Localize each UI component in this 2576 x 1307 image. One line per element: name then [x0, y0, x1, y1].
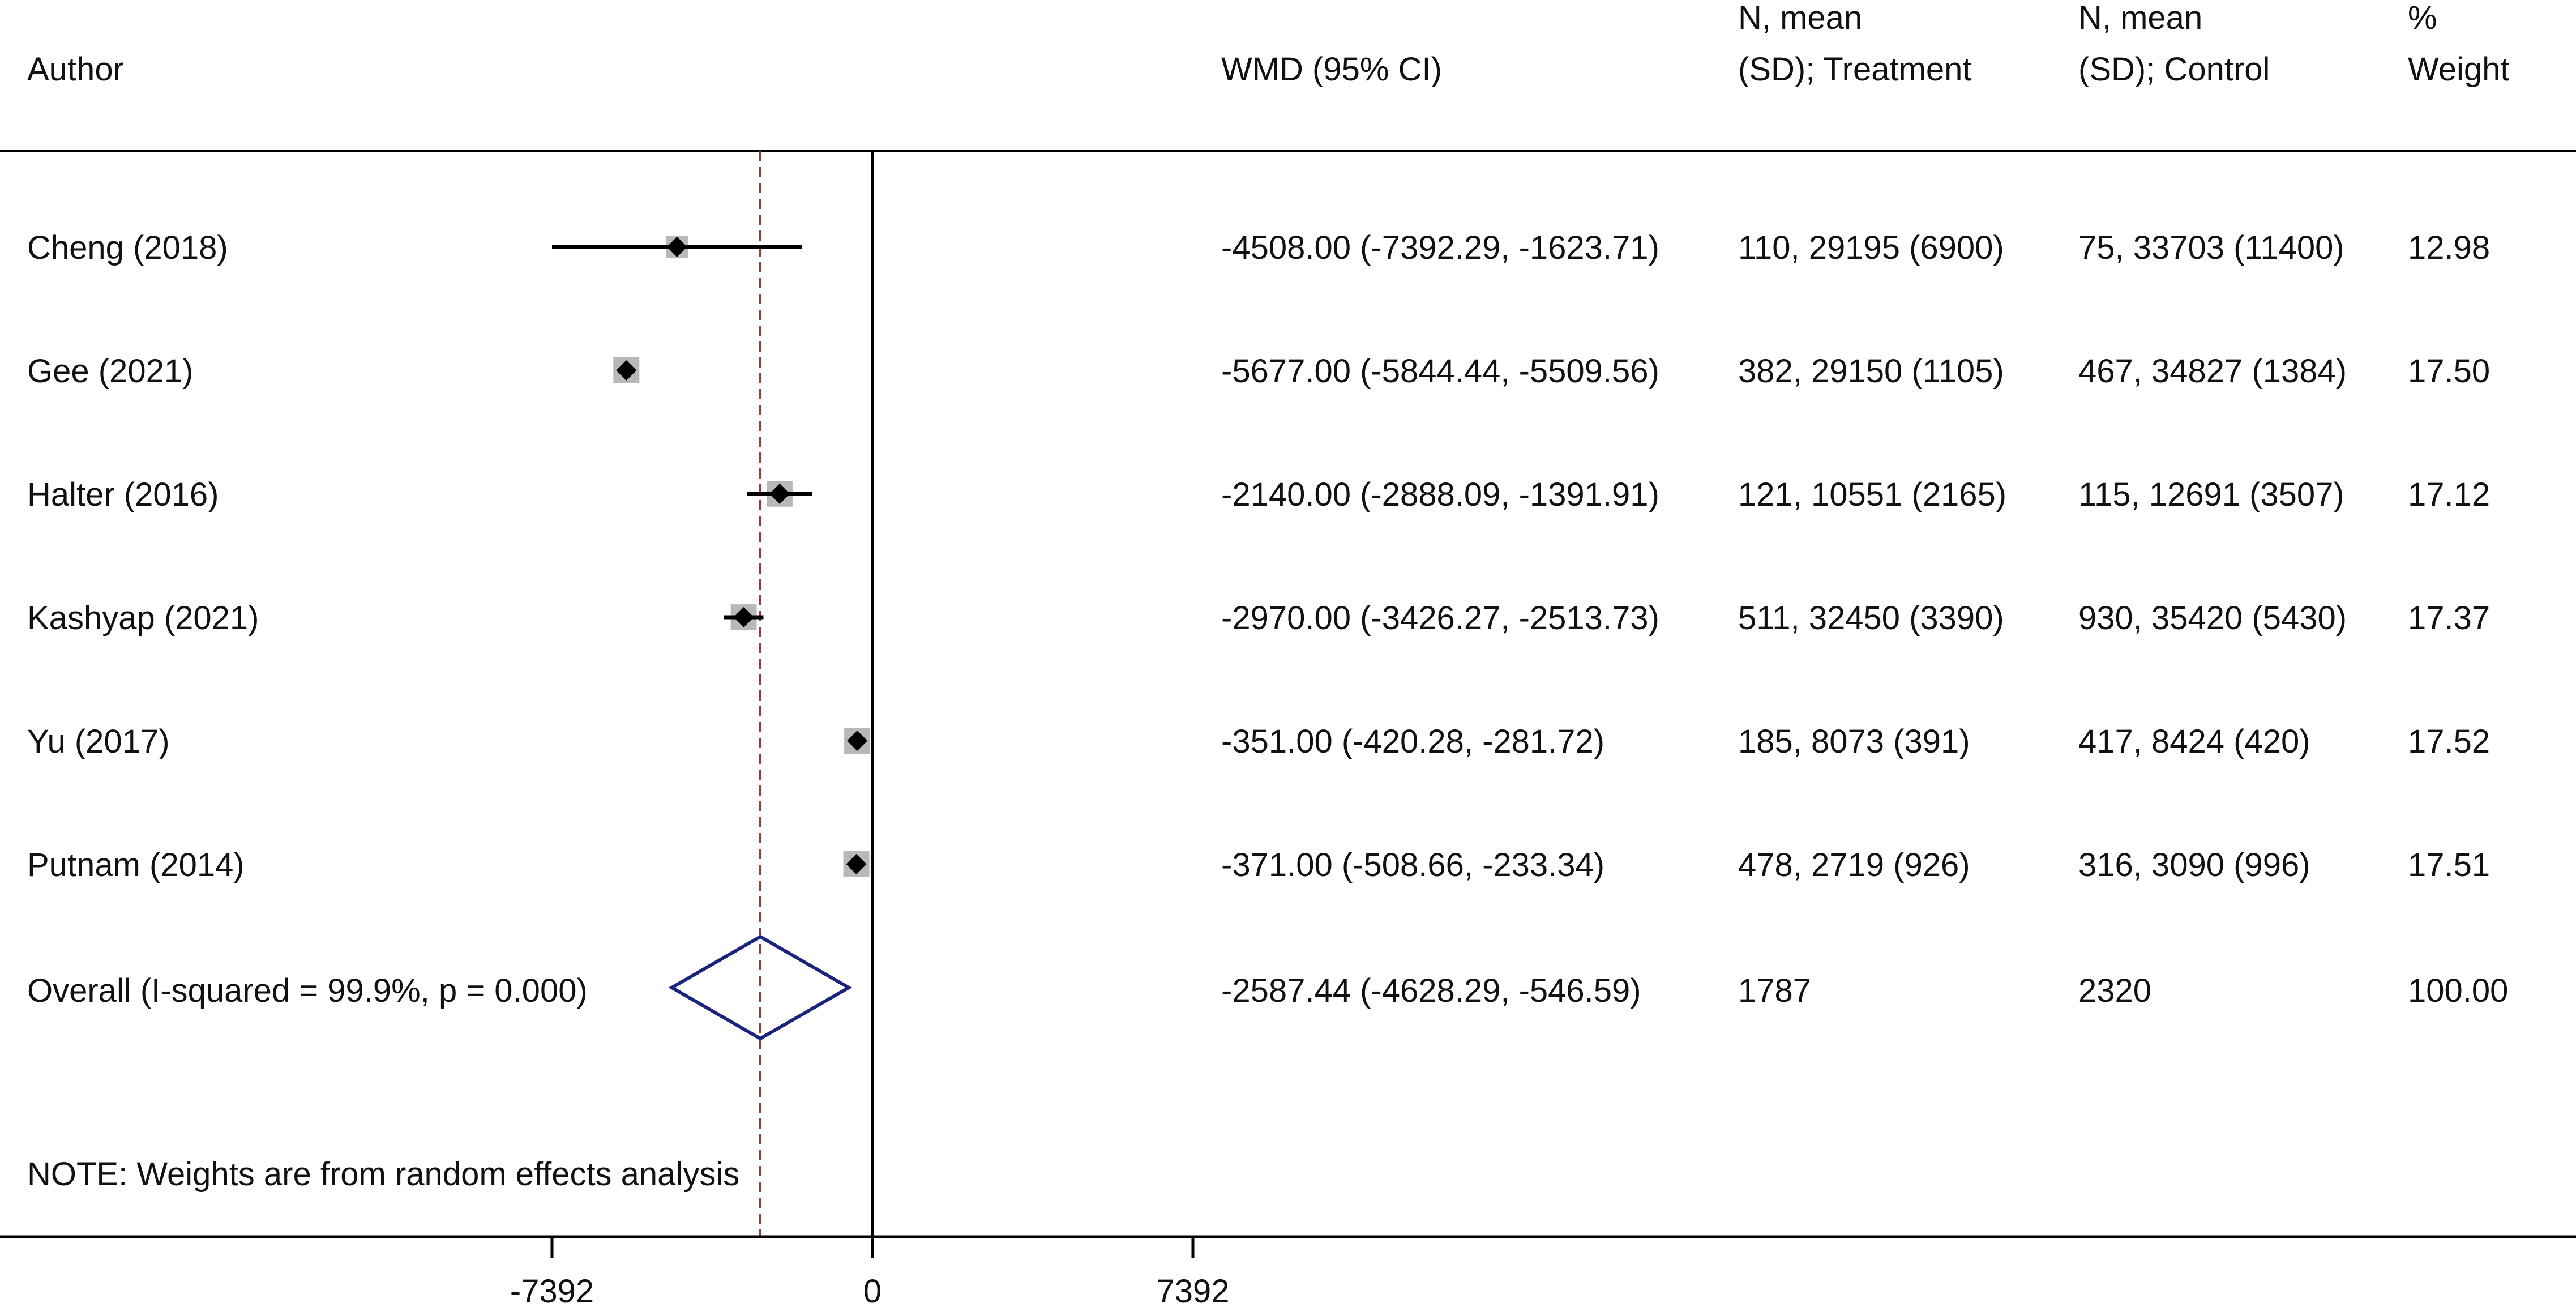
study-weight: 17.12 [2408, 476, 2490, 513]
header-treatment-line1: N, mean [1738, 0, 1862, 36]
study-control: 930, 35420 (5430) [2078, 600, 2347, 637]
overall-diamond [668, 934, 853, 1041]
point-estimate-marker [846, 854, 867, 874]
study-row: Halter (2016) -2140.00 (-2888.09, -1391.9… [27, 476, 2490, 513]
study-ci-text: -5677.00 (-5844.44, -5509.56) [1221, 353, 1659, 390]
study-row: Cheng (2018) -4508.00 (-7392.29, -1623.71… [27, 229, 2490, 266]
study-control: 75, 33703 (11400) [2078, 229, 2344, 266]
header-author: Author [27, 51, 124, 88]
overall-treatment: 1787 [1738, 972, 1811, 1009]
header-weight-line2: Weight [2408, 51, 2509, 88]
study-row: Kashyap (2021) -2970.00 (-3426.27, -2513.… [27, 600, 2490, 637]
x-tick-label: -7392 [510, 1273, 594, 1307]
header-row: Author WMD (95% CI) N, mean (SD); Treatm… [27, 0, 2509, 88]
header-control-line2: (SD); Control [2078, 51, 2270, 88]
study-control: 417, 8424 (420) [2078, 723, 2310, 760]
study-author: Cheng (2018) [27, 229, 228, 266]
overall-label: Overall (I-squared = 99.9%, p = 0.000) [27, 972, 588, 1009]
study-ci-text: -351.00 (-420.28, -281.72) [1221, 723, 1604, 760]
study-control: 467, 34827 (1384) [2078, 353, 2347, 390]
study-treatment: 121, 10551 (2165) [1738, 476, 2006, 513]
study-treatment: 382, 29150 (1105) [1738, 353, 2004, 390]
overall-ci-text: -2587.44 (-4628.29, -546.59) [1221, 972, 1641, 1009]
header-treatment-line2: (SD); Treatment [1738, 51, 1972, 88]
study-author: Gee (2021) [27, 353, 193, 390]
plot-marks: -7392 0 7392 [0, 151, 2576, 1307]
note-text: NOTE: Weights are from random effects an… [27, 1156, 739, 1193]
study-row: Gee (2021) -5677.00 (-5844.44, -5509.56) 3… [27, 353, 2490, 390]
study-weight: 17.51 [2408, 847, 2490, 883]
study-weight: 17.50 [2408, 353, 2490, 390]
point-estimate-marker [769, 484, 790, 504]
study-rows: Cheng (2018) -4508.00 (-7392.29, -1623.71… [27, 229, 2490, 883]
study-treatment: 511, 32450 (3390) [1738, 600, 2004, 637]
header-control-line1: N, mean [2078, 0, 2202, 36]
x-tick-label: 0 [863, 1273, 882, 1307]
point-estimate-marker [666, 237, 687, 257]
header-weight-line1: % [2408, 0, 2437, 36]
study-ci-text: -2970.00 (-3426.27, -2513.73) [1221, 600, 1659, 637]
study-control: 316, 3090 (996) [2078, 847, 2310, 883]
overall-row: Overall (I-squared = 99.9%, p = 0.000) -… [27, 972, 2508, 1009]
study-ci-text: -2140.00 (-2888.09, -1391.91) [1221, 476, 1659, 513]
study-author: Putnam (2014) [27, 847, 245, 883]
study-ci-text: -371.00 (-508.66, -233.34) [1221, 847, 1604, 883]
study-treatment: 110, 29195 (6900) [1738, 229, 2004, 266]
study-weight: 12.98 [2408, 229, 2490, 266]
overall-control: 2320 [2078, 972, 2151, 1009]
point-estimate-marker [847, 731, 868, 751]
study-author: Kashyap (2021) [27, 600, 259, 637]
study-treatment: 185, 8073 (391) [1738, 723, 1970, 760]
study-row: Yu (2017) -351.00 (-420.28, -281.72) 185, … [27, 723, 2490, 760]
study-weight: 17.52 [2408, 723, 2490, 760]
overall-weight: 100.00 [2408, 972, 2508, 1009]
study-weight: 17.37 [2408, 600, 2490, 637]
header-wmd: WMD (95% CI) [1221, 51, 1442, 88]
study-control: 115, 12691 (3507) [2078, 476, 2344, 513]
study-row: Putnam (2014) -371.00 (-508.66, -233.34) 4… [27, 847, 2490, 883]
x-tick-label: 7392 [1156, 1273, 1229, 1307]
study-treatment: 478, 2719 (926) [1738, 847, 1970, 883]
study-ci-text: -4508.00 (-7392.29, -1623.71) [1221, 229, 1659, 266]
study-author: Yu (2017) [27, 723, 170, 760]
point-estimate-marker [616, 360, 637, 381]
point-estimate-marker [733, 607, 754, 627]
study-author: Halter (2016) [27, 476, 219, 513]
